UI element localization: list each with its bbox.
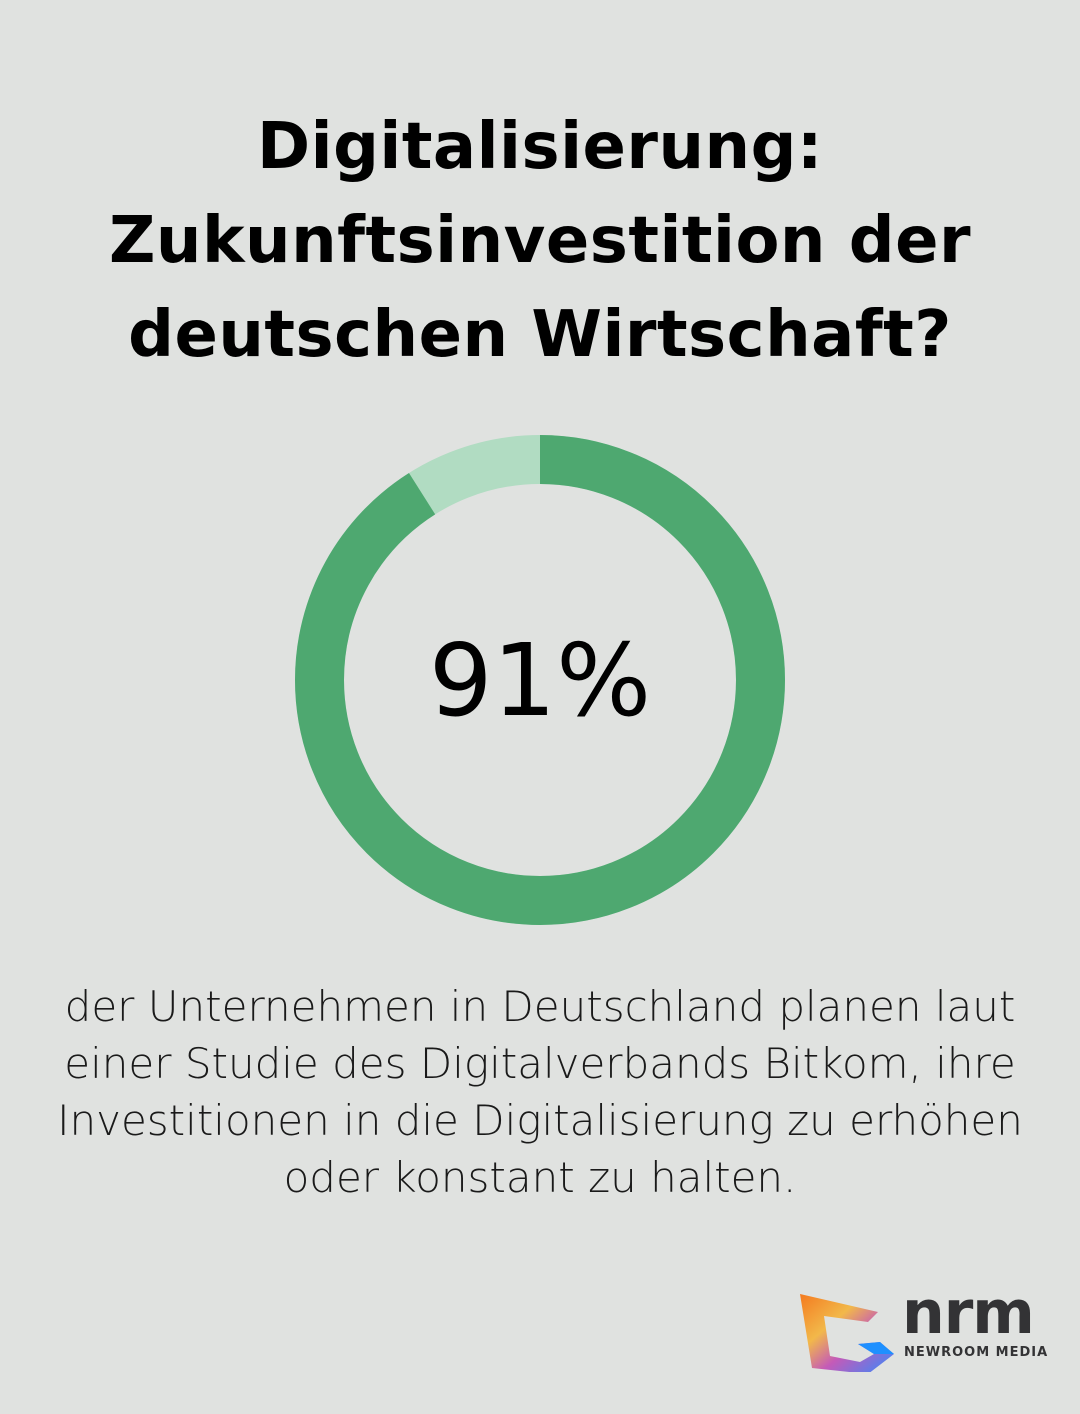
nrm-logo-icon: [800, 1294, 894, 1372]
brand-subtitle: NEWROOM MEDIA: [904, 1345, 1049, 1360]
title-line-1: Digitalisierung:: [257, 110, 823, 184]
description-line-4: oder konstant zu halten.: [283, 1153, 797, 1202]
description-line-3: Investitionen in die Digitalisierung zu …: [57, 1096, 1023, 1145]
title-line-3: deutschen Wirtschaft?: [128, 298, 952, 372]
percentage-value: 91%: [428, 621, 652, 739]
donut-chart: [290, 430, 790, 930]
donut-value-segment: [295, 435, 785, 925]
description-line-2: einer Studie des Digitalverbands Bitkom,…: [64, 1039, 1016, 1088]
stat-description: der Unternehmen in Deutschland planen la…: [40, 978, 1040, 1206]
brand-logo: nrm NEWROOM MEDIA: [798, 1278, 1049, 1372]
description-line-1: der Unternehmen in Deutschland planen la…: [64, 982, 1016, 1031]
title-line-2: Zukunftsinvestition der: [108, 204, 972, 278]
brand-name: nrm: [902, 1278, 1035, 1348]
page-title: Digitalisierung: Zukunftsinvestition der…: [0, 100, 1080, 382]
